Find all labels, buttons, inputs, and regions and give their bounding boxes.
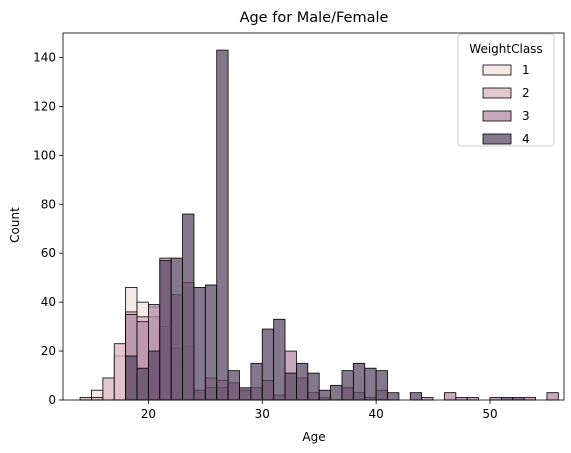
bar-class4-age32 xyxy=(284,372,297,401)
chart-title: Age for Male/Female xyxy=(240,10,389,26)
legend-label-4: 4 xyxy=(522,132,530,146)
x-tick-label: 40 xyxy=(368,407,383,421)
bar-class4-age34 xyxy=(307,372,320,401)
legend-label-1: 1 xyxy=(522,63,530,77)
bar-class4-age25 xyxy=(204,284,218,401)
y-axis-label: Count xyxy=(8,207,22,243)
legend-title: WeightClass xyxy=(469,42,542,56)
x-axis-label: Age xyxy=(302,430,325,444)
x-tick-label: 30 xyxy=(255,407,270,421)
bar-class4-age26 xyxy=(216,49,229,401)
bar-class3-age55 xyxy=(546,392,559,401)
y-tick-label: 60 xyxy=(41,246,56,260)
bar-class4-age35 xyxy=(318,389,331,401)
bar-class4-age36 xyxy=(330,384,343,401)
bar-class4-age37 xyxy=(341,370,354,401)
bar-class4-age22 xyxy=(170,257,183,401)
bar-class4-age43 xyxy=(409,392,423,401)
bar-class4-age20 xyxy=(147,350,161,401)
bar-class4-age27 xyxy=(227,370,240,401)
bar-class4-age30 xyxy=(261,328,275,401)
bar-class4-age24 xyxy=(193,287,206,401)
bar-class4-age28 xyxy=(239,387,252,401)
x-tick-label: 50 xyxy=(482,407,497,421)
y-tick-label: 20 xyxy=(41,344,56,358)
bar-class4-age31 xyxy=(273,318,286,401)
legend-label-2: 2 xyxy=(522,86,530,100)
legend-swatch-3 xyxy=(482,110,512,122)
bars-group xyxy=(79,49,559,401)
bar-class2-age17 xyxy=(113,343,127,401)
bar-class2-age16 xyxy=(102,377,115,401)
bar-class4-age39 xyxy=(364,367,377,401)
bar-class4-age38 xyxy=(352,362,366,401)
legend-swatch-2 xyxy=(482,87,512,99)
bar-class4-age33 xyxy=(296,362,309,401)
x-tick-label: 20 xyxy=(141,407,156,421)
bar-class4-age40 xyxy=(375,370,388,401)
bar-class4-age41 xyxy=(387,392,400,401)
plot-frame xyxy=(62,32,565,401)
bar-class4-age18 xyxy=(125,355,138,401)
legend-swatch-4 xyxy=(482,133,512,145)
bar-class4-age21 xyxy=(159,260,172,401)
bar-class4-age19 xyxy=(136,367,149,401)
legend-swatch-1 xyxy=(482,64,512,76)
legend-label-3: 3 xyxy=(522,109,530,123)
y-tick-label: 0 xyxy=(48,393,56,407)
y-tick-label: 80 xyxy=(41,197,56,211)
bar-class4-age29 xyxy=(250,362,263,401)
y-tick-label: 100 xyxy=(33,148,56,162)
legend: WeightClass 1 2 3 4 xyxy=(457,33,555,147)
y-tick-label: 40 xyxy=(41,295,56,309)
y-tick-label: 140 xyxy=(33,50,56,64)
y-tick-label: 120 xyxy=(33,99,56,113)
axes-group: 20 30 40 50 0 20 40 60 80 100 120 140 xyxy=(33,32,565,421)
bar-class3-age46 xyxy=(444,392,457,401)
bar-class4-age23 xyxy=(182,213,195,401)
